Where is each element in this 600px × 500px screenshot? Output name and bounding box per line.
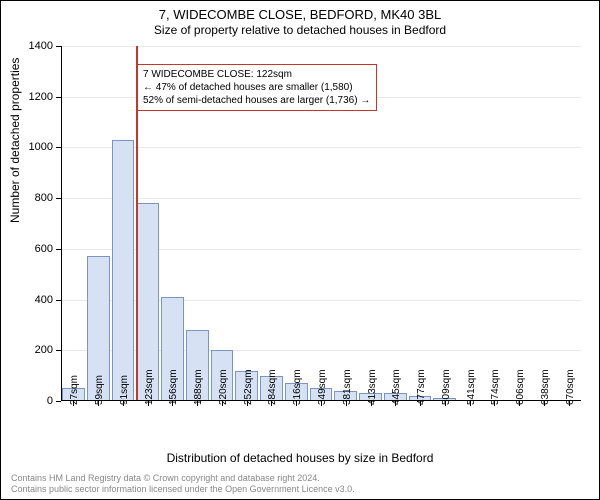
histogram-bar (112, 140, 135, 401)
y-tick-label: 1000 (29, 141, 53, 153)
property-marker-line (136, 46, 138, 401)
y-tick-label: 1200 (29, 91, 53, 103)
footer-attribution: Contains HM Land Registry data © Crown c… (11, 473, 355, 495)
y-tick-label: 200 (35, 344, 53, 356)
y-tick-label: 800 (35, 192, 53, 204)
annotation-line: ← 47% of detached houses are smaller (1,… (143, 81, 370, 94)
annotation-box: 7 WIDECOMBE CLOSE: 122sqm← 47% of detach… (136, 64, 377, 111)
chart-title: 7, WIDECOMBE CLOSE, BEDFORD, MK40 3BL (1, 7, 599, 22)
annotation-line: 52% of semi-detached houses are larger (… (143, 94, 370, 107)
annotation-line: 7 WIDECOMBE CLOSE: 122sqm (143, 68, 370, 81)
y-tick-label: 400 (35, 294, 53, 306)
y-tick-label: 600 (35, 243, 53, 255)
x-axis-label: Distribution of detached houses by size … (1, 451, 599, 465)
y-axis-line (61, 46, 62, 401)
chart-subtitle: Size of property relative to detached ho… (1, 23, 599, 37)
y-axis-label: Number of detached properties (8, 58, 22, 223)
plot-area: 1400120010008006004002000 7 WIDECOMBE CL… (61, 46, 581, 401)
chart-container: 7, WIDECOMBE CLOSE, BEDFORD, MK40 3BL Si… (0, 0, 600, 500)
x-axis-line (61, 400, 581, 401)
footer-line-1: Contains HM Land Registry data © Crown c… (11, 473, 355, 484)
y-tick-label: 1400 (29, 40, 53, 52)
y-tick-label: 0 (47, 395, 53, 407)
footer-line-2: Contains public sector information licen… (11, 484, 355, 495)
